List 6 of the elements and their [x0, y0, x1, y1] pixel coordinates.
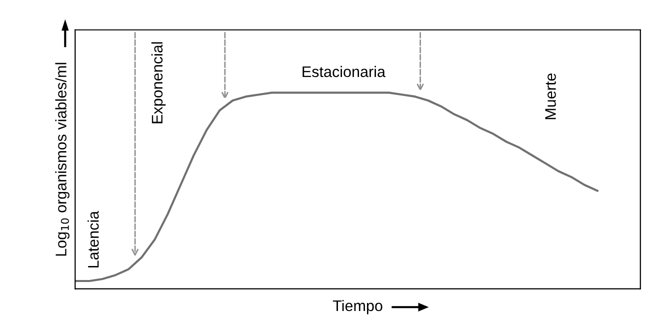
annotation: Exponencial	[151, 42, 166, 124]
text: Estacionaria	[302, 66, 386, 78]
x-axis-title: Tiempo	[332, 300, 382, 314]
annotation: Latencia	[88, 210, 99, 268]
y-axis-title: Log$_{10}$ organismos viables/ml	[55, 62, 70, 256]
annotation: Muerte	[545, 73, 556, 120]
